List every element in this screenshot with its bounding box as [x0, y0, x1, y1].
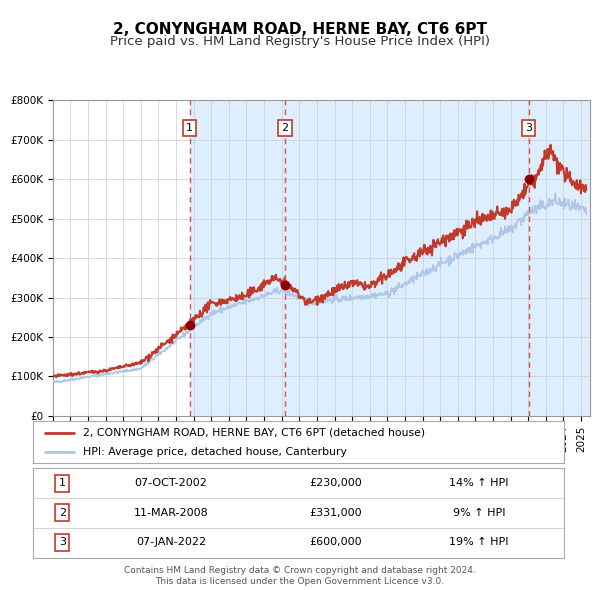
Text: 19% ↑ HPI: 19% ↑ HPI [449, 537, 509, 548]
Text: 3: 3 [59, 537, 66, 548]
Bar [285, 100, 529, 416]
Text: 3: 3 [525, 123, 532, 133]
Text: 07-OCT-2002: 07-OCT-2002 [134, 478, 208, 488]
Text: £230,000: £230,000 [309, 478, 362, 488]
Text: 2, CONYNGHAM ROAD, HERNE BAY, CT6 6PT: 2, CONYNGHAM ROAD, HERNE BAY, CT6 6PT [113, 22, 487, 37]
Text: HPI: Average price, detached house, Canterbury: HPI: Average price, detached house, Cant… [83, 447, 347, 457]
Bar [529, 100, 590, 416]
Text: 2, CONYNGHAM ROAD, HERNE BAY, CT6 6PT (detached house): 2, CONYNGHAM ROAD, HERNE BAY, CT6 6PT (d… [83, 428, 425, 438]
Text: £331,000: £331,000 [310, 508, 362, 517]
Text: 1: 1 [59, 478, 66, 488]
Text: 2: 2 [59, 508, 66, 517]
Text: 2: 2 [281, 123, 289, 133]
Text: £600,000: £600,000 [310, 537, 362, 548]
Text: 14% ↑ HPI: 14% ↑ HPI [449, 478, 509, 488]
Text: 11-MAR-2008: 11-MAR-2008 [134, 508, 208, 517]
Text: 9% ↑ HPI: 9% ↑ HPI [453, 508, 505, 517]
Text: Price paid vs. HM Land Registry's House Price Index (HPI): Price paid vs. HM Land Registry's House … [110, 35, 490, 48]
Text: 07-JAN-2022: 07-JAN-2022 [136, 537, 206, 548]
Text: This data is licensed under the Open Government Licence v3.0.: This data is licensed under the Open Gov… [155, 577, 445, 586]
Text: Contains HM Land Registry data © Crown copyright and database right 2024.: Contains HM Land Registry data © Crown c… [124, 566, 476, 575]
Bar [190, 100, 285, 416]
Text: 1: 1 [186, 123, 193, 133]
